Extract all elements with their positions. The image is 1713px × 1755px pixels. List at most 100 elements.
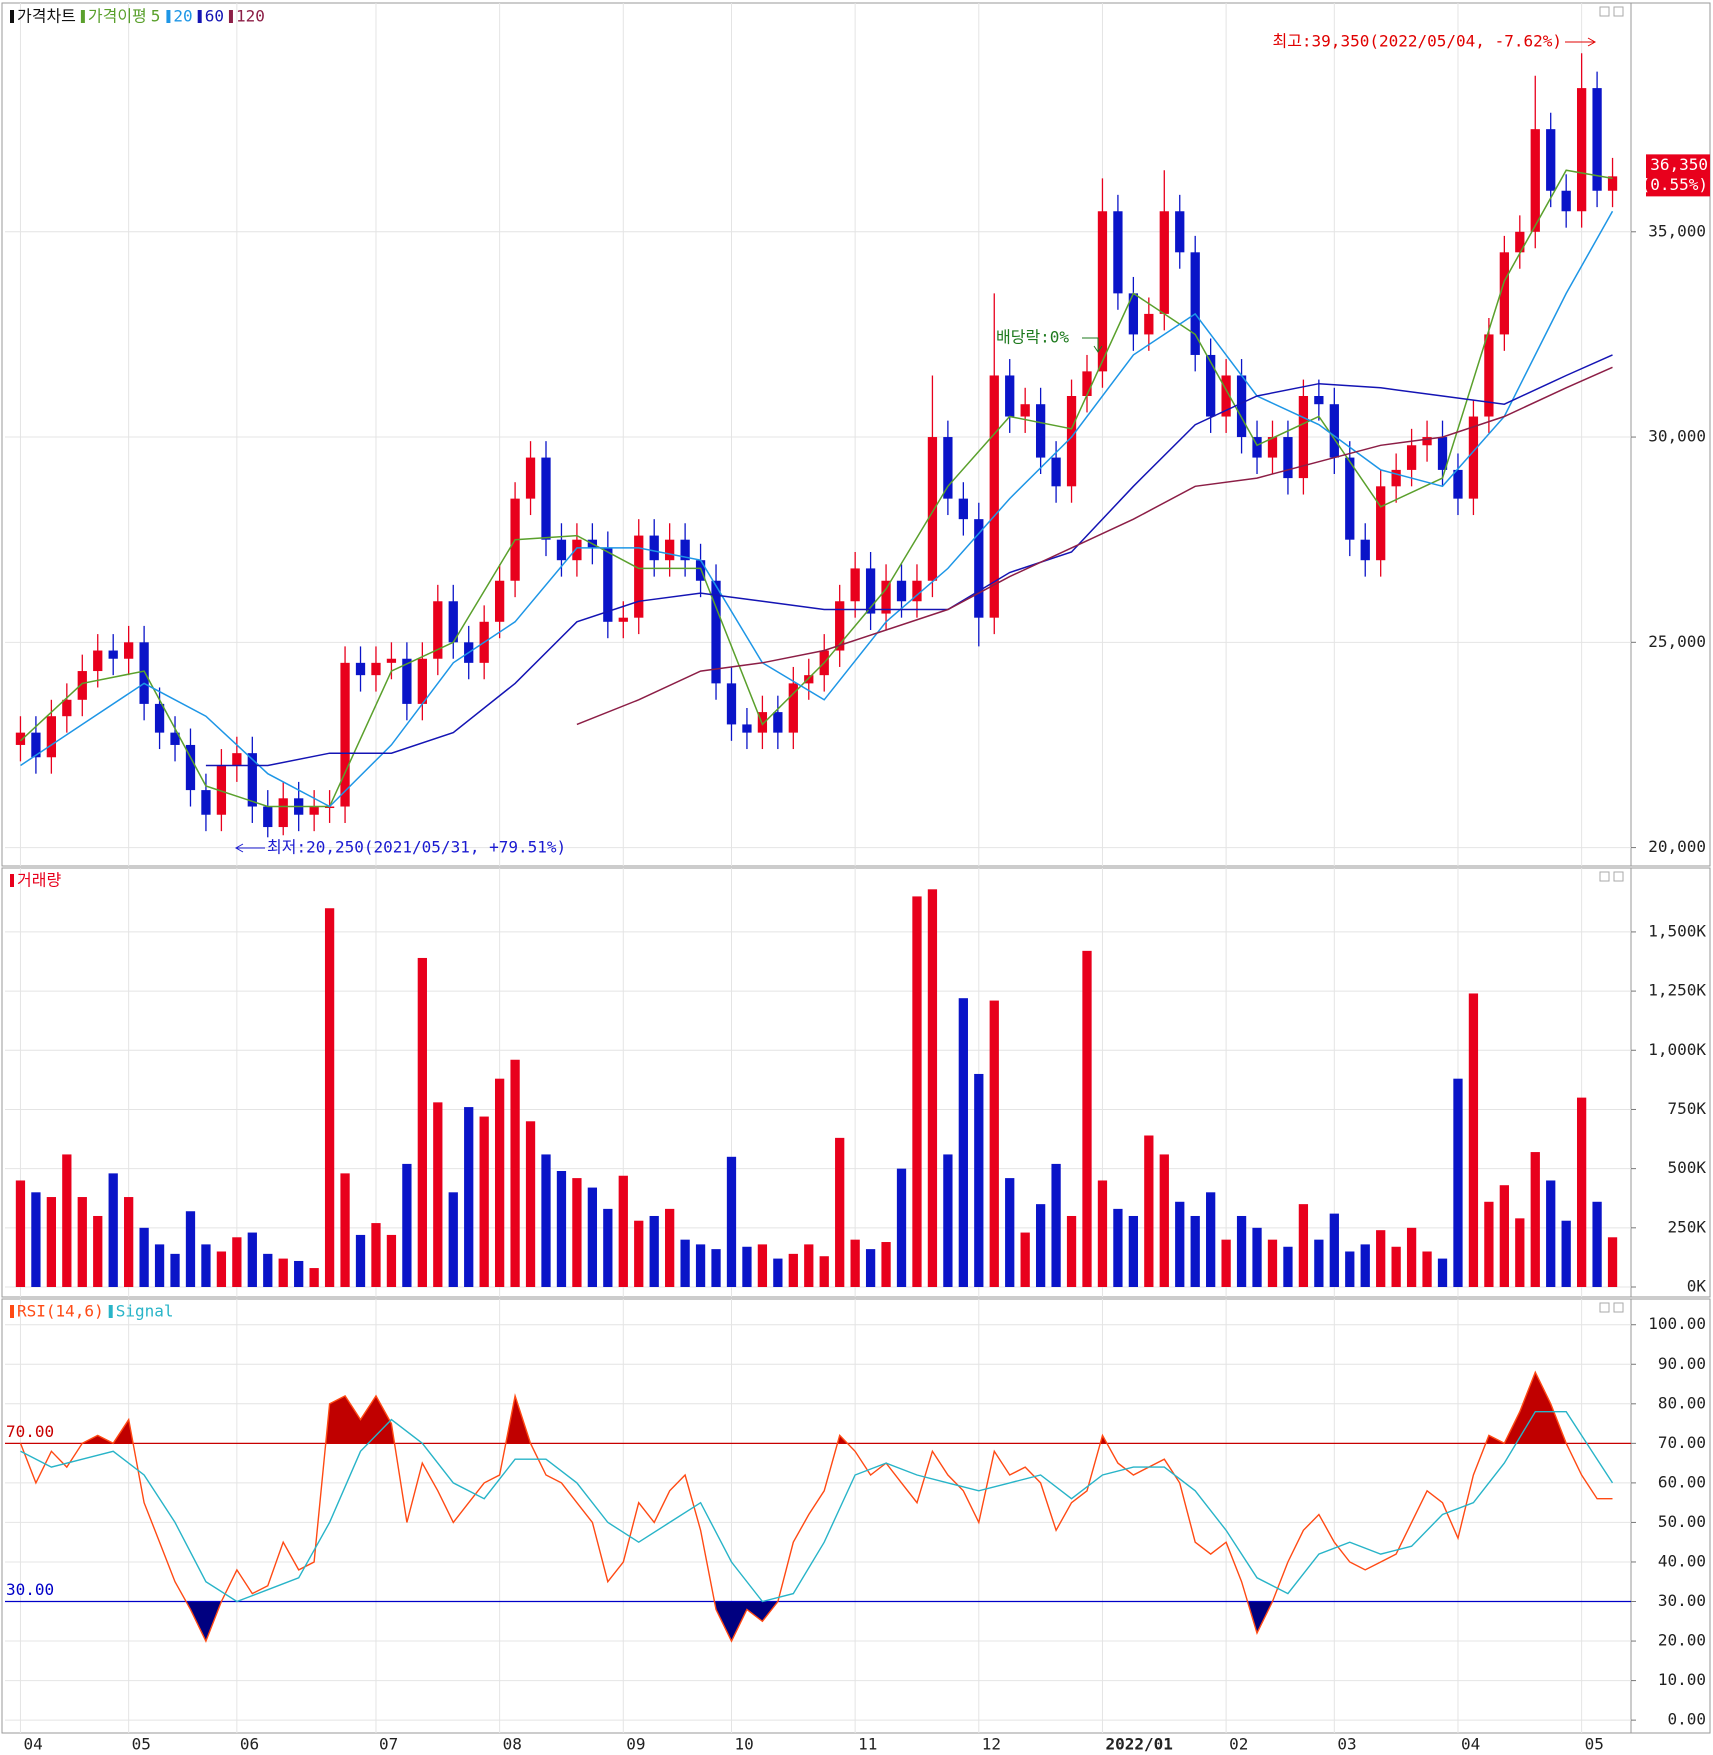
candle-body [1499, 252, 1509, 335]
y-tick-label: 0K [1687, 1277, 1707, 1296]
candle-body [1190, 252, 1200, 355]
volume-bar [402, 1163, 412, 1287]
volume-bar [1298, 1204, 1309, 1287]
volume-bar [1391, 1246, 1401, 1287]
y-tick-label: 80.00 [1658, 1393, 1706, 1412]
volume-bar [1267, 1239, 1278, 1287]
volume-bar [835, 1137, 845, 1287]
candle-body [1082, 371, 1092, 396]
candle-body [881, 580, 891, 614]
candle-body [1530, 129, 1540, 232]
candle-body [417, 658, 427, 704]
candle-body [1020, 404, 1030, 417]
y-tick-label: 100.00 [1648, 1314, 1706, 1333]
candle-body [1097, 211, 1108, 372]
volume-bar [170, 1253, 180, 1287]
panel-button[interactable] [1599, 871, 1610, 882]
candle-body [896, 580, 907, 602]
volume-bar [309, 1268, 319, 1287]
moving-average-line [205, 354, 1613, 767]
panel-frame [1, 2, 1711, 867]
low-annotation: 최저:20,250(2021/05/31, +79.51%) [267, 838, 566, 857]
legend-swatch [166, 10, 171, 23]
candle-body [1360, 539, 1370, 561]
y-tick-label: 1,500K [1648, 921, 1706, 940]
candle-body [93, 650, 103, 672]
y-tick-label: 70.00 [1658, 1433, 1706, 1452]
legend-swatch [10, 1305, 14, 1318]
volume-bar [943, 1154, 953, 1287]
candle-body [1546, 129, 1556, 191]
volume-bar [108, 1173, 118, 1287]
moving-average-line [20, 210, 1614, 808]
volume-bar [1206, 1192, 1216, 1287]
legend-label: 120 [236, 7, 265, 26]
candle-body [1345, 457, 1355, 540]
y-tick-label: 750K [1667, 1099, 1706, 1118]
candle-body [77, 671, 87, 700]
candle-body [649, 535, 659, 561]
panel-button[interactable] [1613, 6, 1624, 17]
volume-bar [1530, 1152, 1540, 1287]
candle-body [1422, 437, 1432, 446]
candle-body [773, 712, 783, 733]
candle-body [62, 699, 72, 717]
candle-body [31, 732, 41, 758]
volume-bar [201, 1244, 211, 1287]
candle-body [943, 437, 953, 499]
candle-body [1437, 437, 1448, 470]
panel-button[interactable] [1599, 1302, 1610, 1313]
x-tick-label: 05 [1585, 1735, 1604, 1754]
rsi-line [19, 1370, 1613, 1643]
annotation-arrow [1082, 337, 1103, 353]
volume-bar [1221, 1239, 1231, 1287]
volume-bar [139, 1227, 149, 1287]
candle-body [927, 437, 938, 581]
moving-average-line [19, 169, 1613, 808]
volume-bar [819, 1256, 829, 1287]
candle-body [958, 498, 968, 520]
volume-bar [881, 1242, 891, 1287]
candle-body [974, 519, 984, 618]
panel-button[interactable] [1613, 1302, 1624, 1313]
volume-bar [216, 1251, 227, 1287]
reference-label: 30.00 [6, 1580, 54, 1599]
volume-bar [1515, 1218, 1525, 1287]
candle-body [386, 658, 397, 663]
volume-bar [46, 1197, 57, 1287]
candle-body [1283, 437, 1293, 479]
moving-average-line [576, 366, 1613, 726]
candle-body [865, 568, 876, 614]
volume-bar [1360, 1244, 1370, 1287]
volume-bar [1005, 1178, 1015, 1287]
legend-label: 5 [151, 7, 161, 26]
candle-body [185, 744, 196, 791]
legend-swatch [80, 10, 85, 23]
legend-swatch [108, 1305, 113, 1318]
volume-bar [974, 1073, 984, 1287]
legend-swatch [197, 10, 202, 23]
volume-bar [1252, 1227, 1262, 1287]
panel-button[interactable] [1599, 6, 1610, 17]
volume-bar [494, 1078, 505, 1287]
volume-bar [247, 1232, 257, 1287]
candle-body [108, 650, 118, 659]
candle-body [835, 601, 845, 651]
candle-body [742, 724, 752, 733]
volume-bar [1561, 1220, 1571, 1287]
volume-bar [695, 1244, 706, 1287]
candle-body [1051, 457, 1061, 487]
candle-body [1128, 293, 1139, 335]
volume-bar [1422, 1251, 1432, 1287]
candle-body [494, 580, 505, 622]
candle-body [541, 457, 551, 540]
legend-label: Signal [116, 1302, 174, 1321]
panel-button[interactable] [1613, 871, 1624, 882]
annotation-arrow [1565, 37, 1597, 47]
candle-body [525, 457, 536, 499]
panel-frame [1, 867, 1711, 1298]
candle-body [1592, 88, 1602, 191]
volume-bar [1175, 1201, 1185, 1287]
volume-bar [1190, 1215, 1200, 1287]
